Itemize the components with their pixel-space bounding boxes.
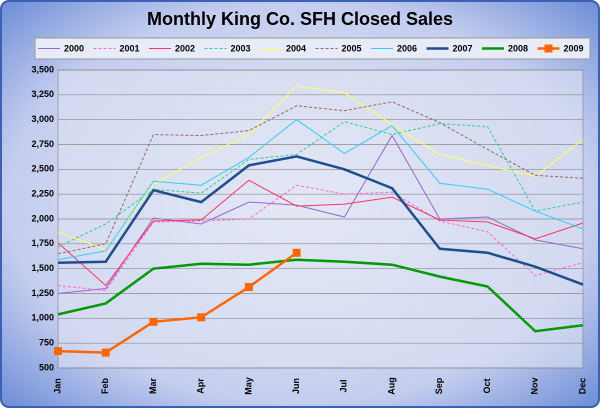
y-tick-label: 2,750 — [31, 139, 54, 149]
legend-label: 2003 — [231, 43, 251, 53]
y-tick-label: 3,000 — [31, 114, 54, 124]
series-line — [57, 134, 584, 294]
series-line — [57, 155, 584, 286]
marker — [149, 317, 158, 326]
legend-label: 2006 — [397, 43, 417, 53]
marker — [292, 248, 301, 257]
y-tick-label: 3,250 — [31, 89, 54, 99]
y-tick-label: 750 — [39, 338, 54, 348]
series-line — [57, 101, 584, 255]
x-tick-label: Jun — [291, 378, 301, 394]
y-tick-label: 1,000 — [31, 313, 54, 323]
x-tick-label: Jul — [339, 379, 349, 392]
marker — [54, 347, 62, 356]
x-tick-label: Jan — [52, 378, 62, 394]
series-line — [57, 251, 298, 354]
series-line — [57, 258, 584, 333]
legend-label: 2001 — [120, 43, 140, 53]
x-tick-label: Mar — [148, 378, 158, 395]
y-tick-label: 500 — [39, 362, 54, 372]
marker — [101, 348, 110, 357]
y-tick-label: 3,500 — [31, 64, 54, 74]
x-tick-label: Apr — [196, 378, 206, 394]
y-tick-label: 2,250 — [31, 189, 54, 199]
y-tick-label: 2,500 — [31, 164, 54, 174]
series-line — [57, 184, 584, 292]
y-tick-label: 1,750 — [31, 238, 54, 248]
x-tick-label: Sep — [434, 377, 444, 394]
marker — [244, 283, 253, 292]
series-line — [57, 119, 584, 261]
x-tick-label: Dec — [577, 378, 587, 395]
legend-label: 2002 — [175, 43, 195, 53]
series-line — [57, 179, 584, 287]
legend-label: 2000 — [64, 43, 84, 53]
x-tick-label: Aug — [386, 377, 396, 395]
x-tick-label: Nov — [530, 377, 540, 394]
x-tick-label: May — [243, 377, 253, 395]
chart-title: Monthly King Co. SFH Closed Sales — [147, 9, 453, 29]
legend-label: 2008 — [508, 43, 528, 53]
series-line — [57, 85, 584, 251]
marker — [197, 313, 206, 322]
legend-label: 2007 — [453, 43, 473, 53]
x-tick-label: Oct — [482, 378, 492, 393]
legend-label: 2005 — [342, 43, 362, 53]
legend — [34, 37, 591, 60]
legend-label: 2004 — [286, 43, 306, 53]
y-tick-label: 2,000 — [31, 213, 54, 223]
y-tick-label: 1,500 — [31, 263, 54, 273]
x-tick-label: Feb — [100, 378, 110, 395]
legend-label: 2009 — [564, 43, 584, 53]
y-tick-label: 1,250 — [31, 288, 54, 298]
legend-marker — [544, 44, 553, 53]
